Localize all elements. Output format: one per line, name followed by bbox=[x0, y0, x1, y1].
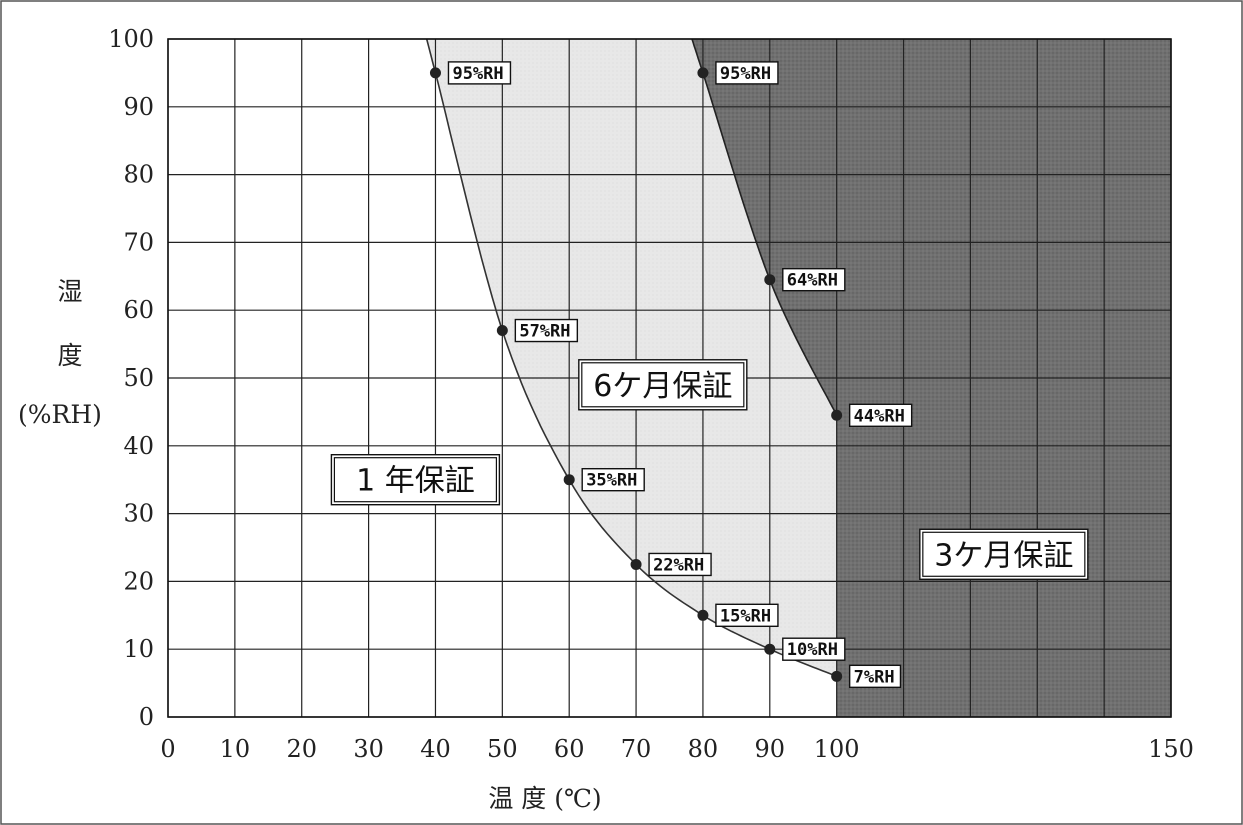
series-1-data-label: 22%RH bbox=[653, 555, 704, 575]
series-1-point bbox=[697, 609, 709, 621]
y-tick-label: 80 bbox=[123, 161, 154, 189]
series-1-label-box bbox=[648, 552, 712, 577]
zone-label-text: 6ケ月保証 bbox=[593, 369, 732, 404]
series-1-data-label: 7%RH bbox=[854, 667, 895, 687]
y-axis-title: 度 bbox=[57, 341, 82, 370]
series-1-point bbox=[831, 670, 843, 682]
series-2-label-box bbox=[782, 267, 846, 292]
y-tick-label: 30 bbox=[123, 500, 154, 528]
series-1-label-box bbox=[514, 318, 579, 343]
plot-border bbox=[167, 38, 1172, 718]
y-tick-label: 0 bbox=[139, 703, 154, 731]
x-tick-label: 60 bbox=[554, 735, 585, 763]
x-tick-label: 0 bbox=[160, 735, 175, 763]
series-2-label-box bbox=[848, 403, 913, 427]
series-1-data-label: 95%RH bbox=[452, 64, 503, 84]
series-1-label-box bbox=[715, 603, 779, 627]
series-2-point bbox=[831, 409, 843, 421]
zone-label-inner bbox=[922, 531, 1086, 577]
x-tick-label: 50 bbox=[487, 735, 518, 763]
x-axis-title: 温 度 (℃) bbox=[488, 784, 601, 813]
x-tick-label: 40 bbox=[420, 735, 451, 763]
x-tick-label: 150 bbox=[1148, 735, 1194, 763]
series-1-label-box bbox=[782, 637, 846, 661]
series-1-data-label: 57%RH bbox=[519, 322, 570, 342]
zone-label-inner bbox=[581, 362, 745, 408]
series-1-label-box bbox=[848, 664, 902, 689]
y-axis-title: 湿 bbox=[57, 277, 82, 306]
x-tick-label: 10 bbox=[220, 735, 251, 763]
series-1-point bbox=[630, 558, 642, 570]
y-tick-label: 40 bbox=[123, 432, 154, 460]
y-tick-label: 20 bbox=[123, 567, 154, 595]
curve-series-2 bbox=[691, 38, 838, 416]
zone-label-text: 3ケ月保証 bbox=[934, 538, 1073, 573]
y-tick-label: 70 bbox=[123, 228, 154, 256]
y-axis-title: (%RH) bbox=[18, 400, 102, 429]
series-2-point bbox=[697, 67, 709, 79]
zone-label-text: 1 年保証 bbox=[356, 464, 475, 499]
series-2-data-label: 64%RH bbox=[787, 271, 838, 291]
x-tick-label: 90 bbox=[755, 735, 786, 763]
x-tick-label: 80 bbox=[688, 735, 719, 763]
series-2-label-box bbox=[715, 61, 779, 85]
curve-series-1 bbox=[425, 38, 837, 678]
series-1-label-box bbox=[581, 468, 645, 492]
x-tick-label: 30 bbox=[353, 735, 384, 763]
x-tick-label: 20 bbox=[286, 735, 317, 763]
series-1-data-label: 15%RH bbox=[720, 606, 771, 626]
series-1-data-label: 35%RH bbox=[586, 471, 637, 491]
series-1-point bbox=[563, 474, 575, 486]
series-layer bbox=[425, 38, 838, 678]
x-tick-label: 100 bbox=[814, 735, 860, 763]
y-tick-label: 10 bbox=[123, 635, 154, 663]
series-1-point bbox=[496, 325, 508, 337]
y-tick-label: 100 bbox=[108, 25, 154, 53]
y-tick-label: 90 bbox=[123, 93, 154, 121]
series-1-label-box bbox=[447, 61, 512, 85]
y-tick-label: 60 bbox=[123, 296, 154, 324]
series-2-data-label: 44%RH bbox=[854, 406, 905, 426]
series-1-point bbox=[429, 67, 441, 79]
series-2-point bbox=[764, 274, 776, 286]
series-1-data-label: 10%RH bbox=[787, 640, 838, 660]
y-tick-label: 50 bbox=[123, 364, 154, 392]
x-tick-label: 70 bbox=[621, 735, 652, 763]
series-2-data-label: 95%RH bbox=[720, 64, 771, 84]
zone-label-inner bbox=[333, 457, 498, 503]
labels-layer: 95%RH 57%RH 35%RH 22%RH 15%RH 10%RH 7%RH 95%RH 6… bbox=[330, 61, 1089, 689]
series-1-point bbox=[764, 643, 776, 655]
